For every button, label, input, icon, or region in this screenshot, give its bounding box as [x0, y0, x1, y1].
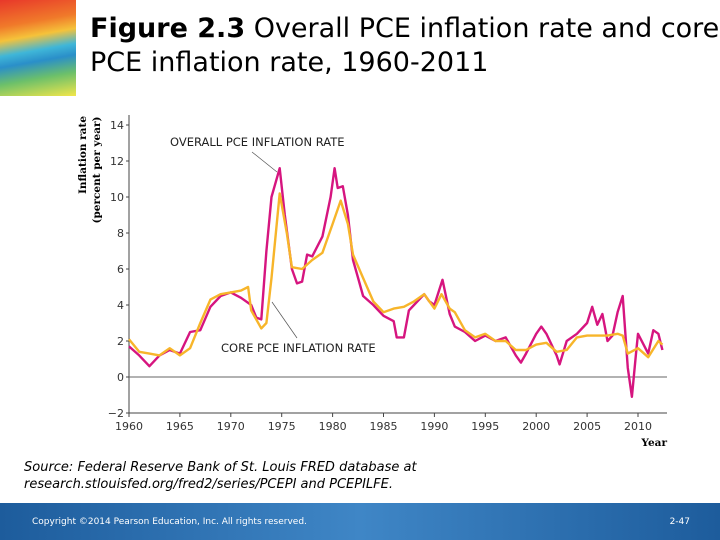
source-line-1: Source: Federal Reserve Bank of St. Loui…	[24, 460, 417, 475]
y-tick-label: 0	[117, 371, 124, 384]
title-text: Overall PCE inflation rate and core PCE …	[90, 13, 720, 78]
x-tick-label: 1975	[268, 420, 296, 433]
x-axis-label: Year	[640, 437, 667, 449]
page-number: 2-47	[669, 517, 690, 527]
logo-painting	[0, 0, 76, 96]
y-tick-label: 14	[110, 119, 124, 132]
chart: −2 0 2 4 6 8 10 12 14 1960 1965 1970 1975 1980 1985 199…	[77, 115, 667, 449]
figure-number: Figure 2.3	[90, 13, 246, 44]
y-tick-label: 2	[117, 335, 124, 348]
annotation-core: CORE PCE INFLATION RATE	[221, 341, 376, 355]
x-tick-label: 2005	[573, 420, 601, 433]
source-line-2: research.stlouisfed.org/fred2/series/PCE…	[24, 477, 393, 492]
x-tick-label: 2010	[624, 420, 652, 433]
x-tick-label: 1990	[420, 420, 448, 433]
x-tick-label: 1980	[319, 420, 347, 433]
x-tick-label: 1965	[166, 420, 194, 433]
annotation-core-leader	[271, 301, 298, 339]
y-tick-label: 10	[110, 191, 124, 204]
annotation-overall-leader	[251, 151, 278, 173]
footer-bar: Copyright ©2014 Pearson Education, Inc. …	[0, 503, 720, 540]
y-axis-label-1: Inflation rate	[77, 116, 89, 194]
annotation-overall: OVERALL PCE INFLATION RATE	[170, 135, 345, 149]
x-tick-label: 1985	[370, 420, 398, 433]
copyright: Copyright ©2014 Pearson Education, Inc. …	[32, 517, 307, 527]
y-tick-label: 8	[117, 227, 124, 240]
y-tick-label: 12	[110, 155, 124, 168]
source-note: Source: Federal Reserve Bank of St. Loui…	[24, 459, 417, 493]
core-pce-line	[128, 192, 664, 359]
y-axis-label-2: (percent per year)	[91, 116, 103, 223]
y-tick-label: −2	[108, 407, 124, 420]
overall-pce-line	[128, 167, 664, 398]
x-tick-label: 1995	[471, 420, 499, 433]
x-tick-label: 1970	[217, 420, 245, 433]
y-tick-label: 6	[117, 263, 124, 276]
x-tick-label: 1960	[115, 420, 143, 433]
slide-title: Figure 2.3 Overall PCE inflation rate an…	[90, 12, 720, 80]
y-tick-label: 4	[117, 299, 124, 312]
x-tick-label: 2000	[522, 420, 550, 433]
